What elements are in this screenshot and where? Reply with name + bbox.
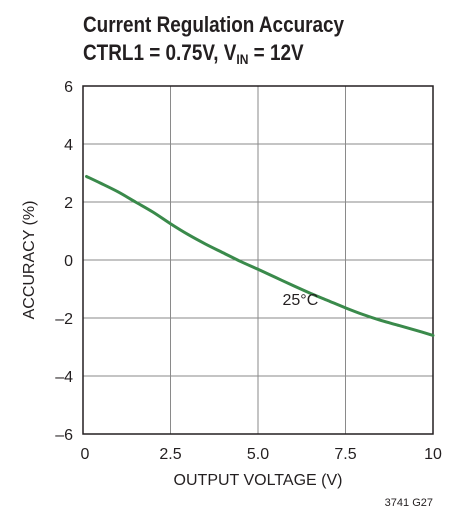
x-tick-label: 7.5 [334,446,356,463]
y-tick-labels: –6 –4 –2 0 2 4 6 [55,79,73,444]
chart-title-subscript: IN [236,51,249,67]
chart-title-suffix: = 12V [248,40,304,65]
x-axis-label: OUTPUT VOLTAGE (V) [174,472,343,489]
x-tick-label: 10 [424,446,442,463]
chart-title-prefix: CTRL1 = 0.75V, V [83,40,237,65]
gridlines [82,85,434,435]
y-tick-label: 2 [64,195,73,212]
x-tick-label: 0 [81,446,90,463]
chart-title-text: Current Regulation Accuracy [83,12,345,37]
chart-title-line-1: Current Regulation Accuracy [83,12,344,38]
plot-frame [82,85,434,435]
x-tick-labels: 0 2.5 5.0 7.5 10 [81,446,442,463]
y-tick-label: 6 [64,79,73,96]
chart-title-line-2: CTRL1 = 0.75V, VIN = 12V [83,40,304,72]
x-tick-label: 2.5 [159,446,181,463]
y-tick-label: –6 [55,427,73,444]
y-tick-label: –4 [55,369,73,386]
y-axis-label: ACCURACY (%) [21,201,38,320]
y-tick-label: 4 [64,137,73,154]
x-tick-label: 5.0 [247,446,269,463]
series-annotation: 25°C [283,292,319,309]
figure-id: 3741 G27 [385,497,433,508]
y-tick-label: –2 [55,311,73,328]
series-line-25c [85,174,435,337]
y-tick-label: 0 [64,253,73,270]
